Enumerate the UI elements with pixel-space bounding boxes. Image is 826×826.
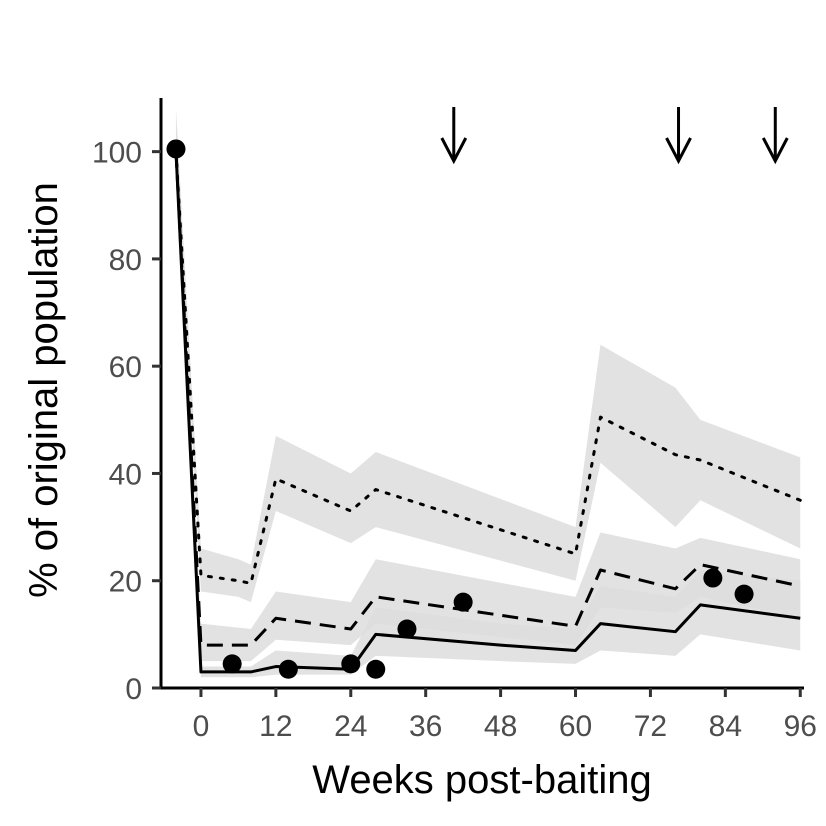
observed-point [222, 654, 242, 674]
y-tick-label: 60 [109, 351, 142, 384]
observed-point [341, 654, 361, 674]
x-tick-label: 24 [334, 710, 367, 743]
x-tick-label: 36 [409, 710, 442, 743]
y-axis-ticks: 0 20 40 60 80 100 [92, 137, 161, 706]
line-solid [174, 151, 801, 674]
event-arrows [440, 107, 789, 165]
y-tick-label: 100 [92, 137, 142, 170]
down-arrow-icon [761, 107, 789, 165]
x-tick-label: 60 [559, 710, 592, 743]
x-axis-title: Weeks post-baiting [312, 758, 651, 802]
band-solid [175, 135, 801, 678]
observed-point [703, 568, 723, 588]
x-axis-ticks: 0 12 24 36 48 60 72 84 96 [193, 688, 817, 743]
observed-points [166, 139, 754, 679]
x-tick-label: 96 [784, 710, 817, 743]
line-dotted [174, 150, 802, 585]
line-dashed [174, 151, 801, 647]
x-tick-label: 48 [484, 710, 517, 743]
y-tick-label: 20 [109, 566, 142, 599]
band-dotted [175, 108, 801, 603]
x-tick-label: 84 [709, 710, 742, 743]
down-arrow-icon [440, 107, 468, 165]
down-arrow-icon [665, 107, 692, 165]
observed-point [734, 584, 754, 604]
observed-point [397, 619, 417, 639]
x-tick-label: 12 [259, 710, 292, 743]
y-tick-label: 40 [109, 458, 142, 491]
series-lines [174, 150, 802, 674]
observed-point [166, 139, 186, 159]
y-tick-label: 80 [109, 244, 142, 277]
observed-point [278, 659, 298, 679]
x-tick-label: 72 [634, 710, 667, 743]
y-tick-label: 0 [125, 673, 142, 706]
confidence-bands [175, 108, 801, 678]
y-axis-title: % of original population [22, 182, 66, 598]
x-tick-label: 0 [193, 710, 210, 743]
observed-point [453, 592, 473, 612]
observed-point [366, 659, 386, 679]
